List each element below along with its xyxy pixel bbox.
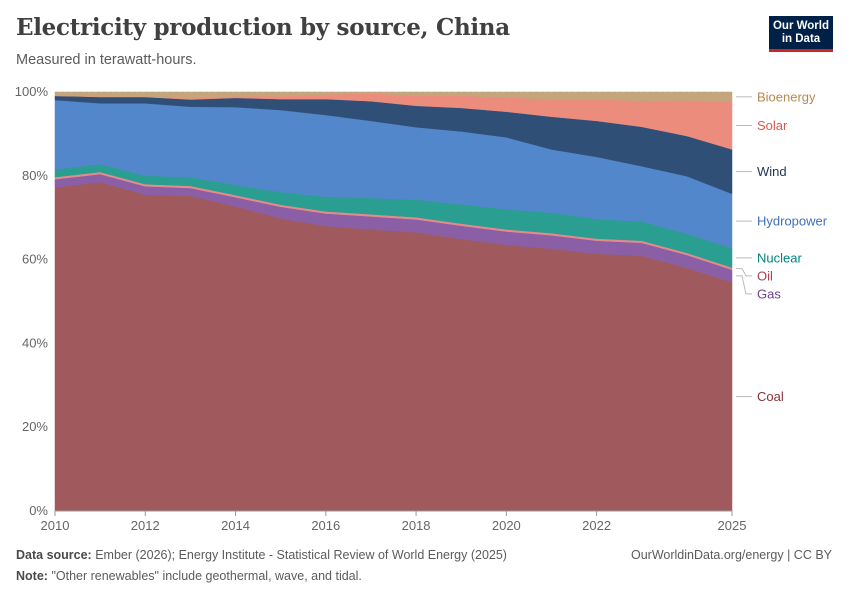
x-axis: 2010 2012 2014 2016 2018 2020 2022 2025 [41, 510, 747, 533]
legend-label-oil[interactable]: Oil [757, 268, 773, 283]
footer-source: Data source: Ember (2026); Energy Instit… [16, 548, 507, 562]
x-tick-label: 2016 [311, 518, 340, 533]
legend-connector [736, 275, 752, 295]
owid-logo[interactable]: Our World in Data [769, 16, 833, 52]
legend-connector [736, 268, 752, 277]
note-text: "Other renewables" include geothermal, w… [51, 569, 362, 583]
footer-note: Note: "Other renewables" include geother… [16, 569, 362, 583]
y-tick-label: 100% [15, 84, 49, 99]
logo-line-1: Our World [772, 20, 829, 32]
source-label: Data source: [16, 548, 92, 562]
area-bioenergy[interactable] [54, 91, 733, 102]
area-series [54, 91, 733, 512]
x-tick-label: 2020 [492, 518, 521, 533]
y-tick-label: 0% [29, 503, 48, 518]
legend-label-coal[interactable]: Coal [757, 389, 784, 404]
footer-credit-link[interactable]: OurWorldinData.org/energy | CC BY [630, 548, 832, 562]
y-tick-label: 40% [22, 335, 48, 350]
x-tick-label: 2014 [221, 518, 250, 533]
legend-label-bioenergy[interactable]: Bioenergy [757, 89, 816, 104]
y-tick-label: 80% [22, 168, 48, 183]
legend-label-nuclear[interactable]: Nuclear [757, 250, 802, 265]
legend-label-solar[interactable]: Solar [757, 118, 788, 133]
legend-label-gas[interactable]: Gas [757, 286, 781, 301]
chart-title: Electricity production by source, China [16, 14, 510, 41]
x-tick-label: 2022 [582, 518, 611, 533]
legend-label-hydropower[interactable]: Hydropower [757, 214, 828, 229]
note-label: Note: [16, 569, 48, 583]
legend-label-wind[interactable]: Wind [757, 164, 787, 179]
y-axis: 0% 20% 40% 60% 80% 100% [15, 84, 49, 518]
y-tick-label: 20% [22, 419, 48, 434]
chart-subtitle: Measured in terawatt-hours. [16, 52, 197, 68]
x-tick-label: 2010 [41, 518, 70, 533]
series-legend: Bioenergy Solar Wind Hydropower Nuclear Oil Ga… [736, 89, 828, 404]
x-tick-label: 2018 [402, 518, 431, 533]
stacked-area-chart: 0%20%40%60%80%100% 2010 2012 2014 2016 2018 2… [15, 84, 828, 533]
y-tick-label: 60% [22, 252, 48, 267]
source-text[interactable]: Ember (2026); Energy Institute - Statist… [95, 548, 507, 562]
x-tick-label: 2025 [718, 518, 747, 533]
x-tick-label: 2012 [131, 518, 160, 533]
logo-line-2: in Data [781, 33, 821, 45]
